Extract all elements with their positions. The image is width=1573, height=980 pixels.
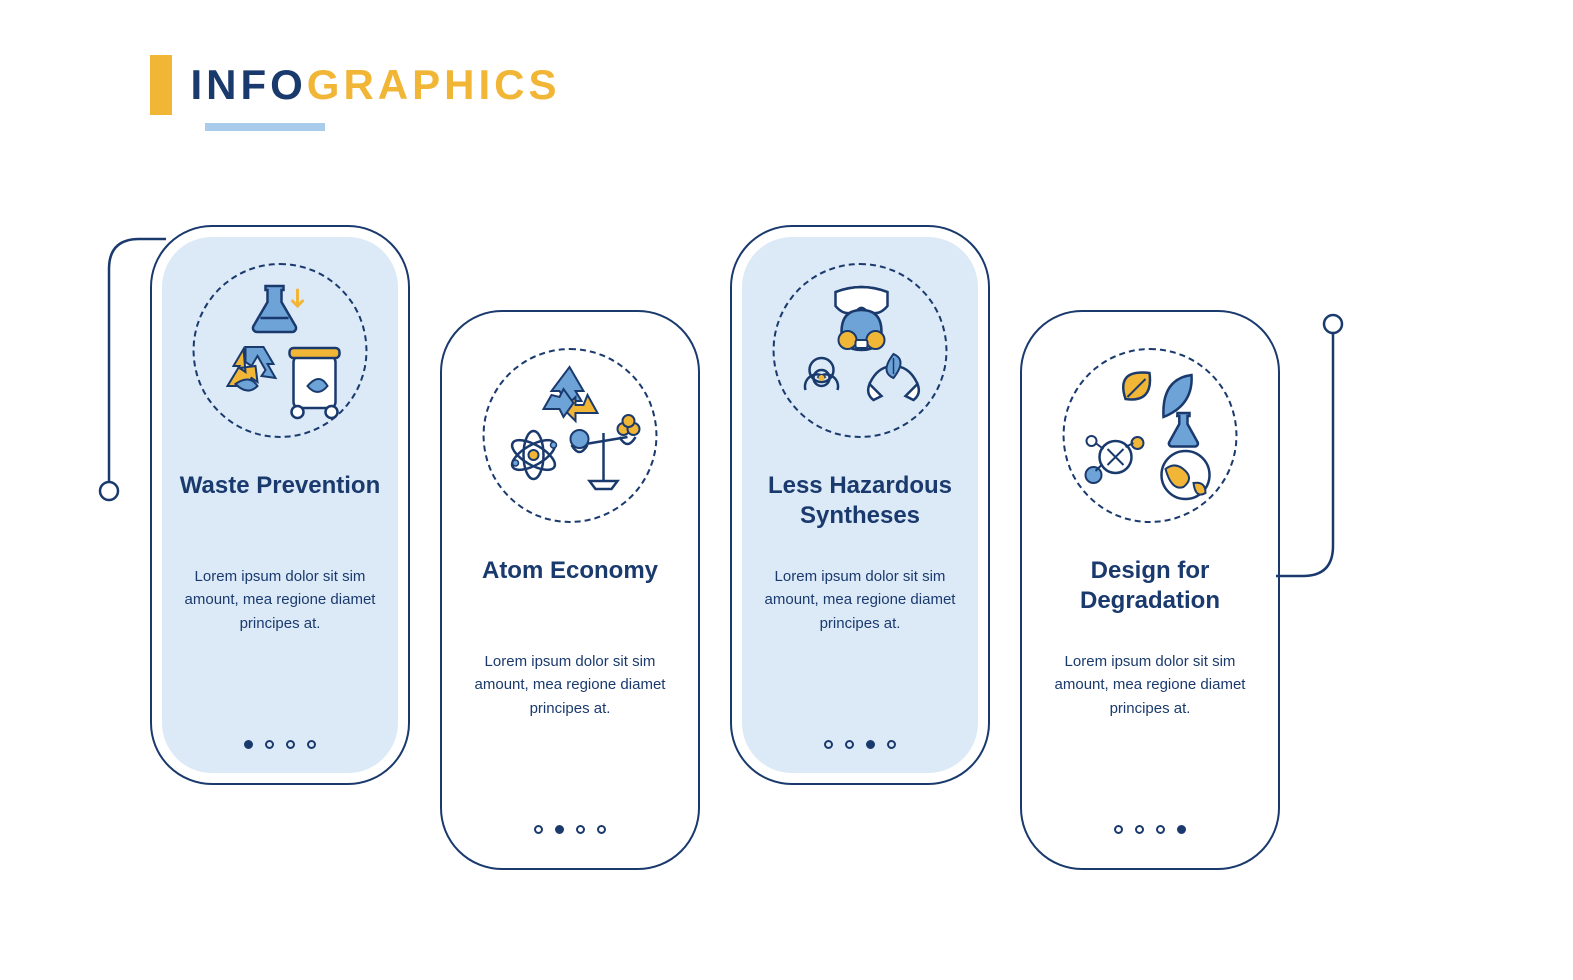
card-title: Less Hazardous Syntheses bbox=[750, 471, 970, 531]
dot-3 bbox=[866, 740, 875, 749]
title-text: INFOGRAPHICS bbox=[190, 61, 560, 109]
dot-3 bbox=[1156, 825, 1165, 834]
pagination-dots bbox=[440, 825, 700, 834]
cards-row: Waste Prevention Lorem ipsum dolor sit s… bbox=[150, 225, 1280, 870]
card-less-hazardous: Less Hazardous Syntheses Lorem ipsum dol… bbox=[730, 225, 990, 785]
card-body: Lorem ipsum dolor sit sim amount, mea re… bbox=[178, 565, 382, 635]
card-waste-prevention: Waste Prevention Lorem ipsum dolor sit s… bbox=[150, 225, 410, 785]
infographic-title: INFOGRAPHICS bbox=[150, 55, 560, 131]
pagination-dots bbox=[150, 740, 410, 749]
pagination-dots bbox=[730, 740, 990, 749]
waste-prevention-icon bbox=[205, 276, 355, 426]
dot-2 bbox=[555, 825, 564, 834]
dot-1 bbox=[824, 740, 833, 749]
dot-2 bbox=[1135, 825, 1144, 834]
card-title: Atom Economy bbox=[460, 556, 680, 586]
card-degradation: Design for Degradation Lorem ipsum dolor… bbox=[1020, 310, 1280, 870]
icon-wrap bbox=[773, 263, 948, 438]
dot-2 bbox=[845, 740, 854, 749]
pagination-dots bbox=[1020, 825, 1280, 834]
dot-3 bbox=[576, 825, 585, 834]
dot-2 bbox=[265, 740, 274, 749]
dot-3 bbox=[286, 740, 295, 749]
card-body: Lorem ipsum dolor sit sim amount, mea re… bbox=[758, 565, 962, 635]
title-accent-bar bbox=[150, 55, 172, 115]
title-underline bbox=[205, 123, 325, 131]
card-title: Waste Prevention bbox=[170, 471, 390, 501]
icon-wrap bbox=[193, 263, 368, 438]
degradation-icon bbox=[1075, 361, 1225, 511]
dot-1 bbox=[534, 825, 543, 834]
dot-1 bbox=[244, 740, 253, 749]
dot-4 bbox=[597, 825, 606, 834]
end-connector bbox=[1276, 310, 1346, 590]
card-body: Lorem ipsum dolor sit sim amount, mea re… bbox=[1048, 650, 1252, 720]
title-part2: GRAPHICS bbox=[307, 61, 561, 108]
title-part1: INFO bbox=[190, 61, 306, 108]
icon-wrap bbox=[483, 348, 658, 523]
hazard-icon bbox=[785, 276, 935, 426]
card-body: Lorem ipsum dolor sit sim amount, mea re… bbox=[468, 650, 672, 720]
icon-wrap bbox=[1063, 348, 1238, 523]
card-atom-economy: Atom Economy Lorem ipsum dolor sit sim a… bbox=[440, 310, 700, 870]
dot-4 bbox=[307, 740, 316, 749]
dot-1 bbox=[1114, 825, 1123, 834]
card-title: Design for Degradation bbox=[1040, 556, 1260, 616]
atom-economy-icon bbox=[495, 361, 645, 511]
dot-4 bbox=[887, 740, 896, 749]
dot-4 bbox=[1177, 825, 1186, 834]
